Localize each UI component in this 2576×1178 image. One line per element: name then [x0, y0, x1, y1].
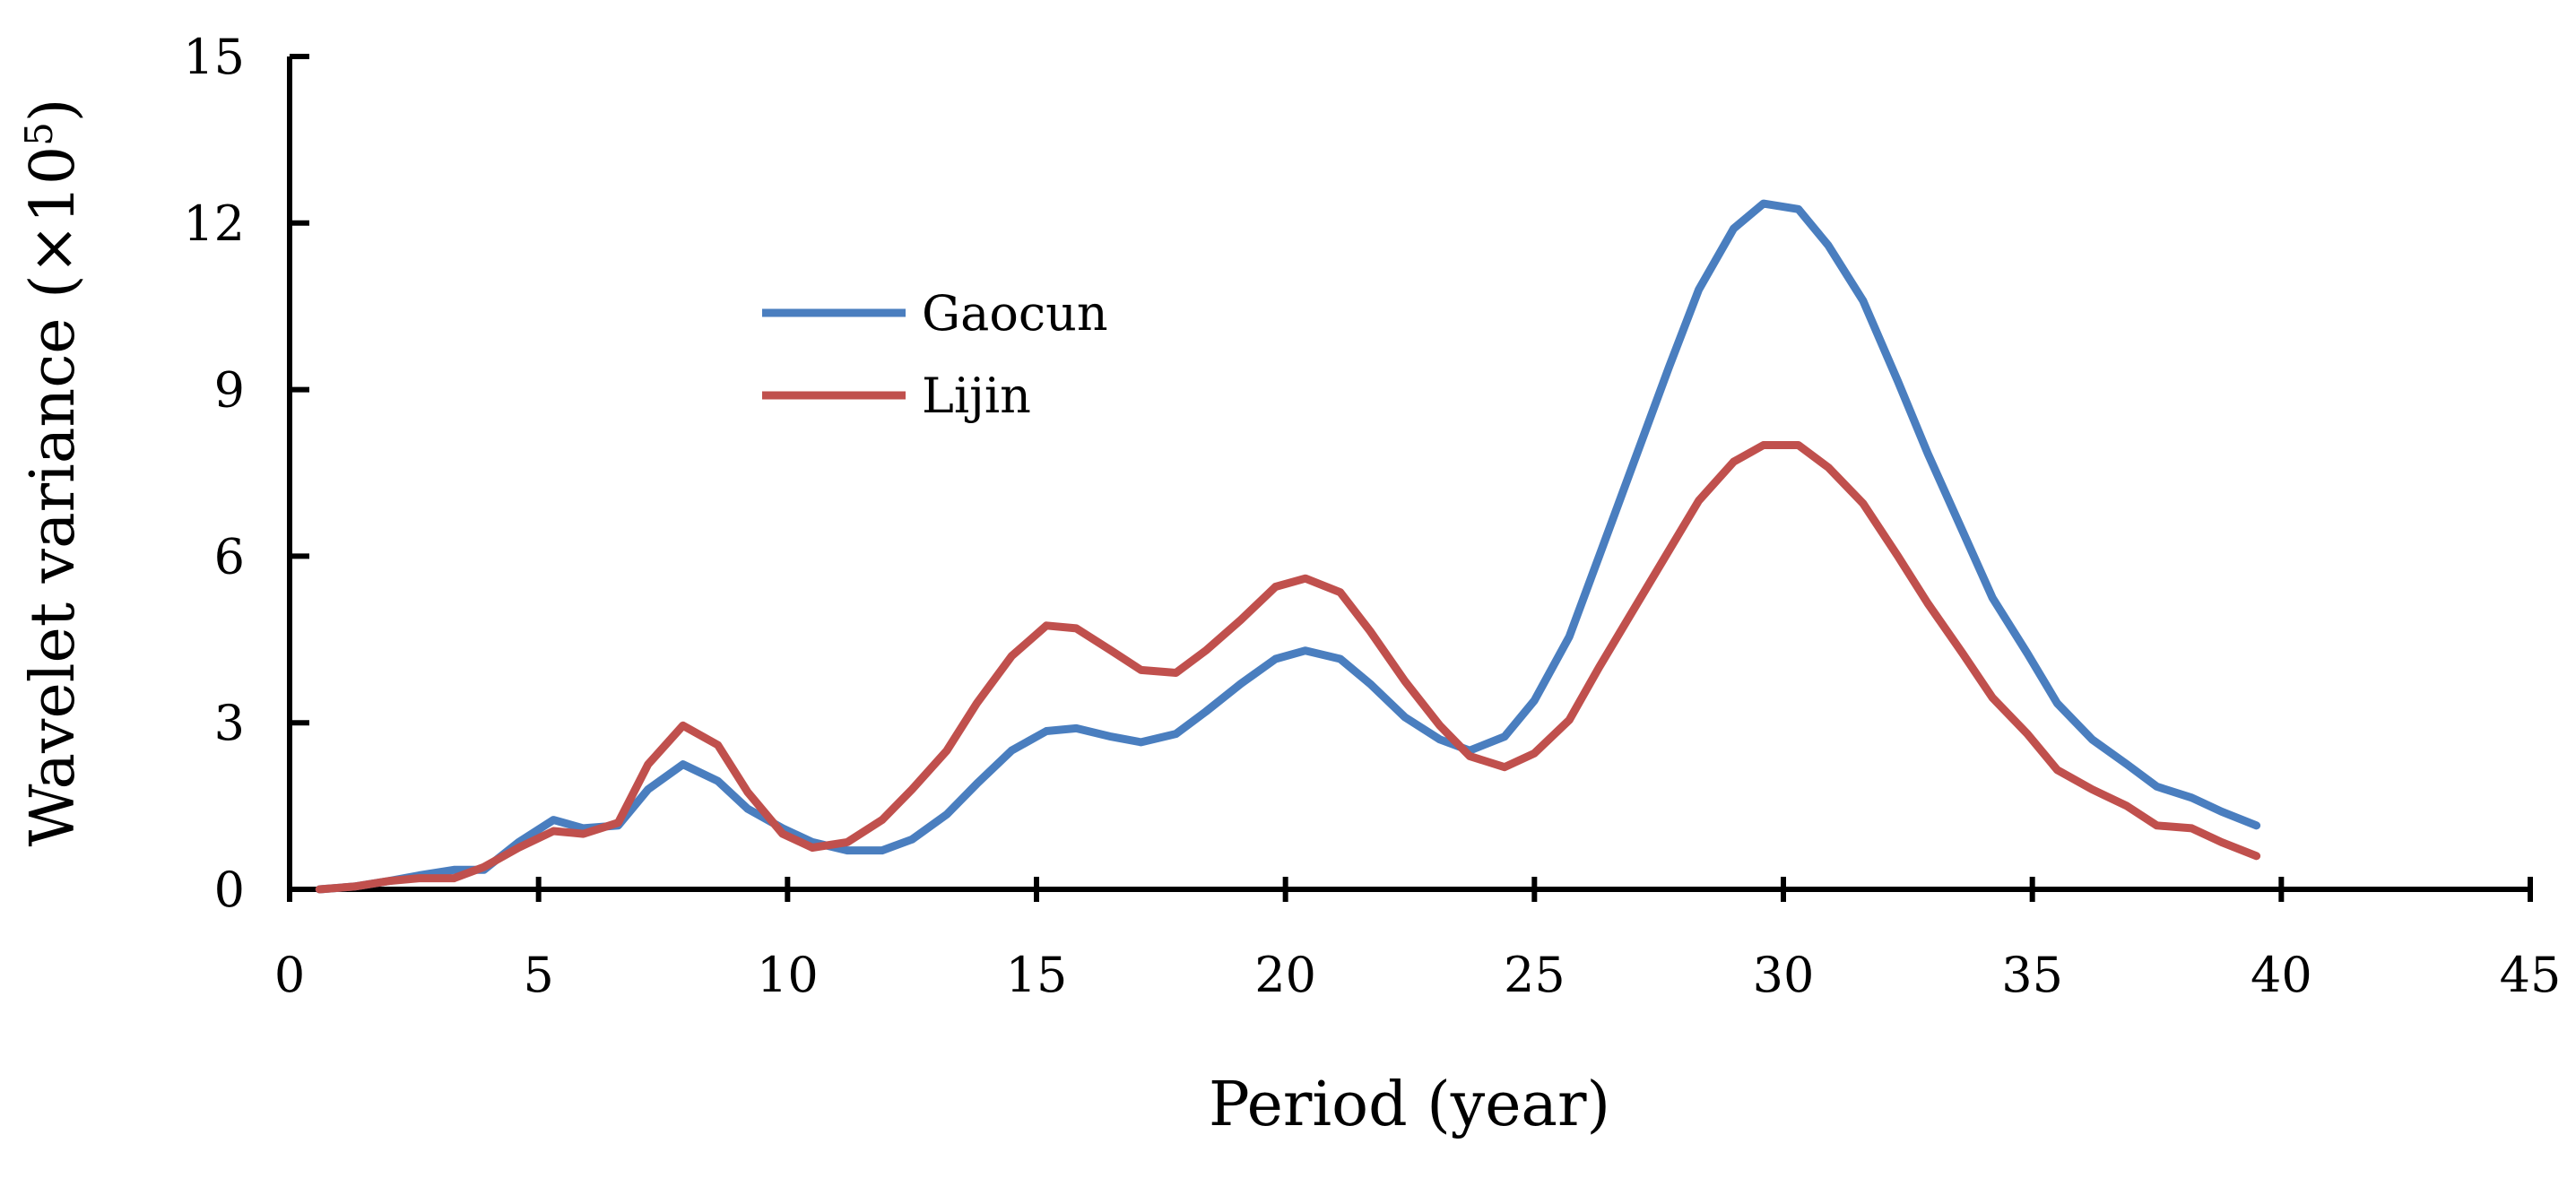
series-layer: [315, 199, 2261, 894]
y-tick-label: 12: [183, 195, 245, 252]
y-ticks: 0 3 6 9 12 15: [183, 29, 309, 918]
x-tick-label: 35: [2001, 947, 2063, 1003]
x-tick-label: 30: [1753, 947, 1815, 1003]
legend-label-lijin: Lijin: [922, 368, 1031, 424]
x-ticks: 0 5 10 15 20 25 30 35 40 45: [274, 877, 2562, 1003]
y-tick-label: 0: [214, 862, 245, 918]
x-tick-label: 40: [2251, 947, 2312, 1003]
x-tick-label: 20: [1254, 947, 1316, 1003]
y-tick-label: 6: [214, 528, 245, 585]
x-tick-label: 10: [757, 947, 819, 1003]
y-tick-label: 9: [214, 362, 245, 419]
x-tick-label: 0: [274, 947, 305, 1003]
y-axis-title-close: ): [18, 99, 89, 123]
y-tick-label: 3: [214, 695, 245, 751]
legend-label-gaocun: Gaocun: [922, 285, 1108, 342]
y-axis-title: Wavelet variance (×105): [17, 99, 90, 847]
axes: [287, 56, 2530, 892]
x-tick-label: 45: [2500, 947, 2562, 1003]
x-tick-label: 15: [1006, 947, 1068, 1003]
x-axis-title: Period (year): [1209, 1070, 1610, 1140]
y-tick-label: 15: [183, 29, 245, 85]
y-axis-title-exponent: 5: [17, 122, 61, 146]
legend: Gaocun Lijin: [762, 285, 1108, 424]
x-tick-label: 25: [1504, 947, 1566, 1003]
y-axis-title-main: Wavelet variance (×10: [18, 146, 89, 847]
x-tick-label: 5: [523, 947, 553, 1003]
series-line-gaocun: [315, 199, 2261, 894]
series-line-lijin: [315, 441, 2261, 894]
